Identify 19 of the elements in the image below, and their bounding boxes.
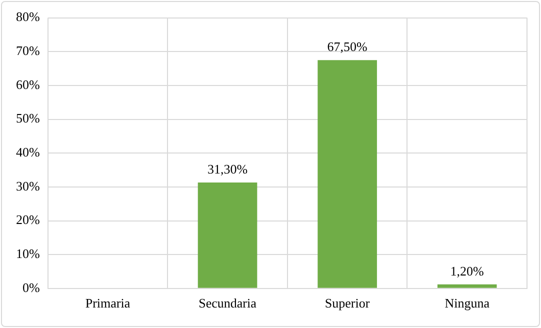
data-label: 1,20% xyxy=(450,263,484,278)
data-label: 31,30% xyxy=(207,161,248,176)
y-tick-label: 80% xyxy=(16,9,40,24)
y-tick-label: 0% xyxy=(22,280,40,295)
y-tick-label: 50% xyxy=(16,110,40,126)
y-tick-label: 60% xyxy=(16,76,40,92)
bar xyxy=(437,284,497,288)
data-label: 67,50% xyxy=(327,39,368,54)
y-tick-label: 40% xyxy=(16,144,40,160)
bar xyxy=(318,60,377,288)
x-tick-label: Secundaria xyxy=(198,296,257,311)
bar xyxy=(198,182,258,288)
y-tick-label: 20% xyxy=(16,212,40,228)
x-tick-label: Primaria xyxy=(85,296,130,311)
y-tick-label: 10% xyxy=(16,246,40,261)
x-tick-label: Superior xyxy=(324,296,370,311)
y-tick-label: 70% xyxy=(16,43,40,58)
x-tick-label: Ninguna xyxy=(444,296,490,311)
y-tick-label: 30% xyxy=(16,178,40,194)
